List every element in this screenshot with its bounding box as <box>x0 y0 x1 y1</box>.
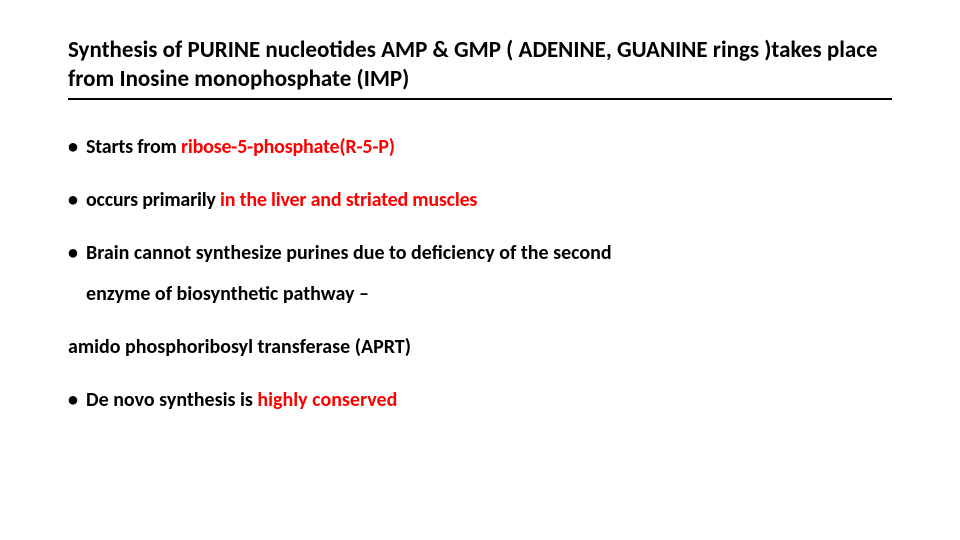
text-emphasis: ribose-5-phosphate(R-5-P) <box>181 135 395 159</box>
bullet-text: De novo synthesis is highly conserved <box>86 387 892 414</box>
text-emphasis: in the liver and striated muscles <box>220 188 477 212</box>
text-lead: De novo synthesis is <box>86 388 257 412</box>
bullet-marker: • <box>68 387 86 414</box>
bullet-marker: • <box>68 240 86 267</box>
slide-title: Synthesis of PURINE nucleotides AMP & GM… <box>68 36 892 100</box>
list-item: • occurs primarily in the liver and stri… <box>68 187 892 214</box>
bullet-marker: • <box>68 187 86 214</box>
bullet-text: Starts from ribose-5-phosphate(R-5-P) <box>86 134 892 161</box>
bullet-text: occurs primarily in the liver and striat… <box>86 187 892 214</box>
bullet-continuation: amido phosphoribosyl transferase (APRT) <box>68 334 892 361</box>
list-item: • Starts from ribose-5-phosphate(R-5-P) <box>68 134 892 161</box>
list-item: • De novo synthesis is highly conserved <box>68 387 892 414</box>
bullet-list: • Starts from ribose-5-phosphate(R-5-P) … <box>68 134 892 414</box>
text-emphasis: highly conserved <box>257 388 397 412</box>
text-lead: Starts from <box>86 135 181 159</box>
bullet-continuation: enzyme of biosynthetic pathway – <box>86 281 892 308</box>
list-item: • Brain cannot synthesize purines due to… <box>68 240 892 267</box>
bullet-text: Brain cannot synthesize purines due to d… <box>86 240 892 267</box>
bullet-marker: • <box>68 134 86 161</box>
slide-container: Synthesis of PURINE nucleotides AMP & GM… <box>0 0 960 414</box>
text-lead: occurs primarily <box>86 188 220 212</box>
